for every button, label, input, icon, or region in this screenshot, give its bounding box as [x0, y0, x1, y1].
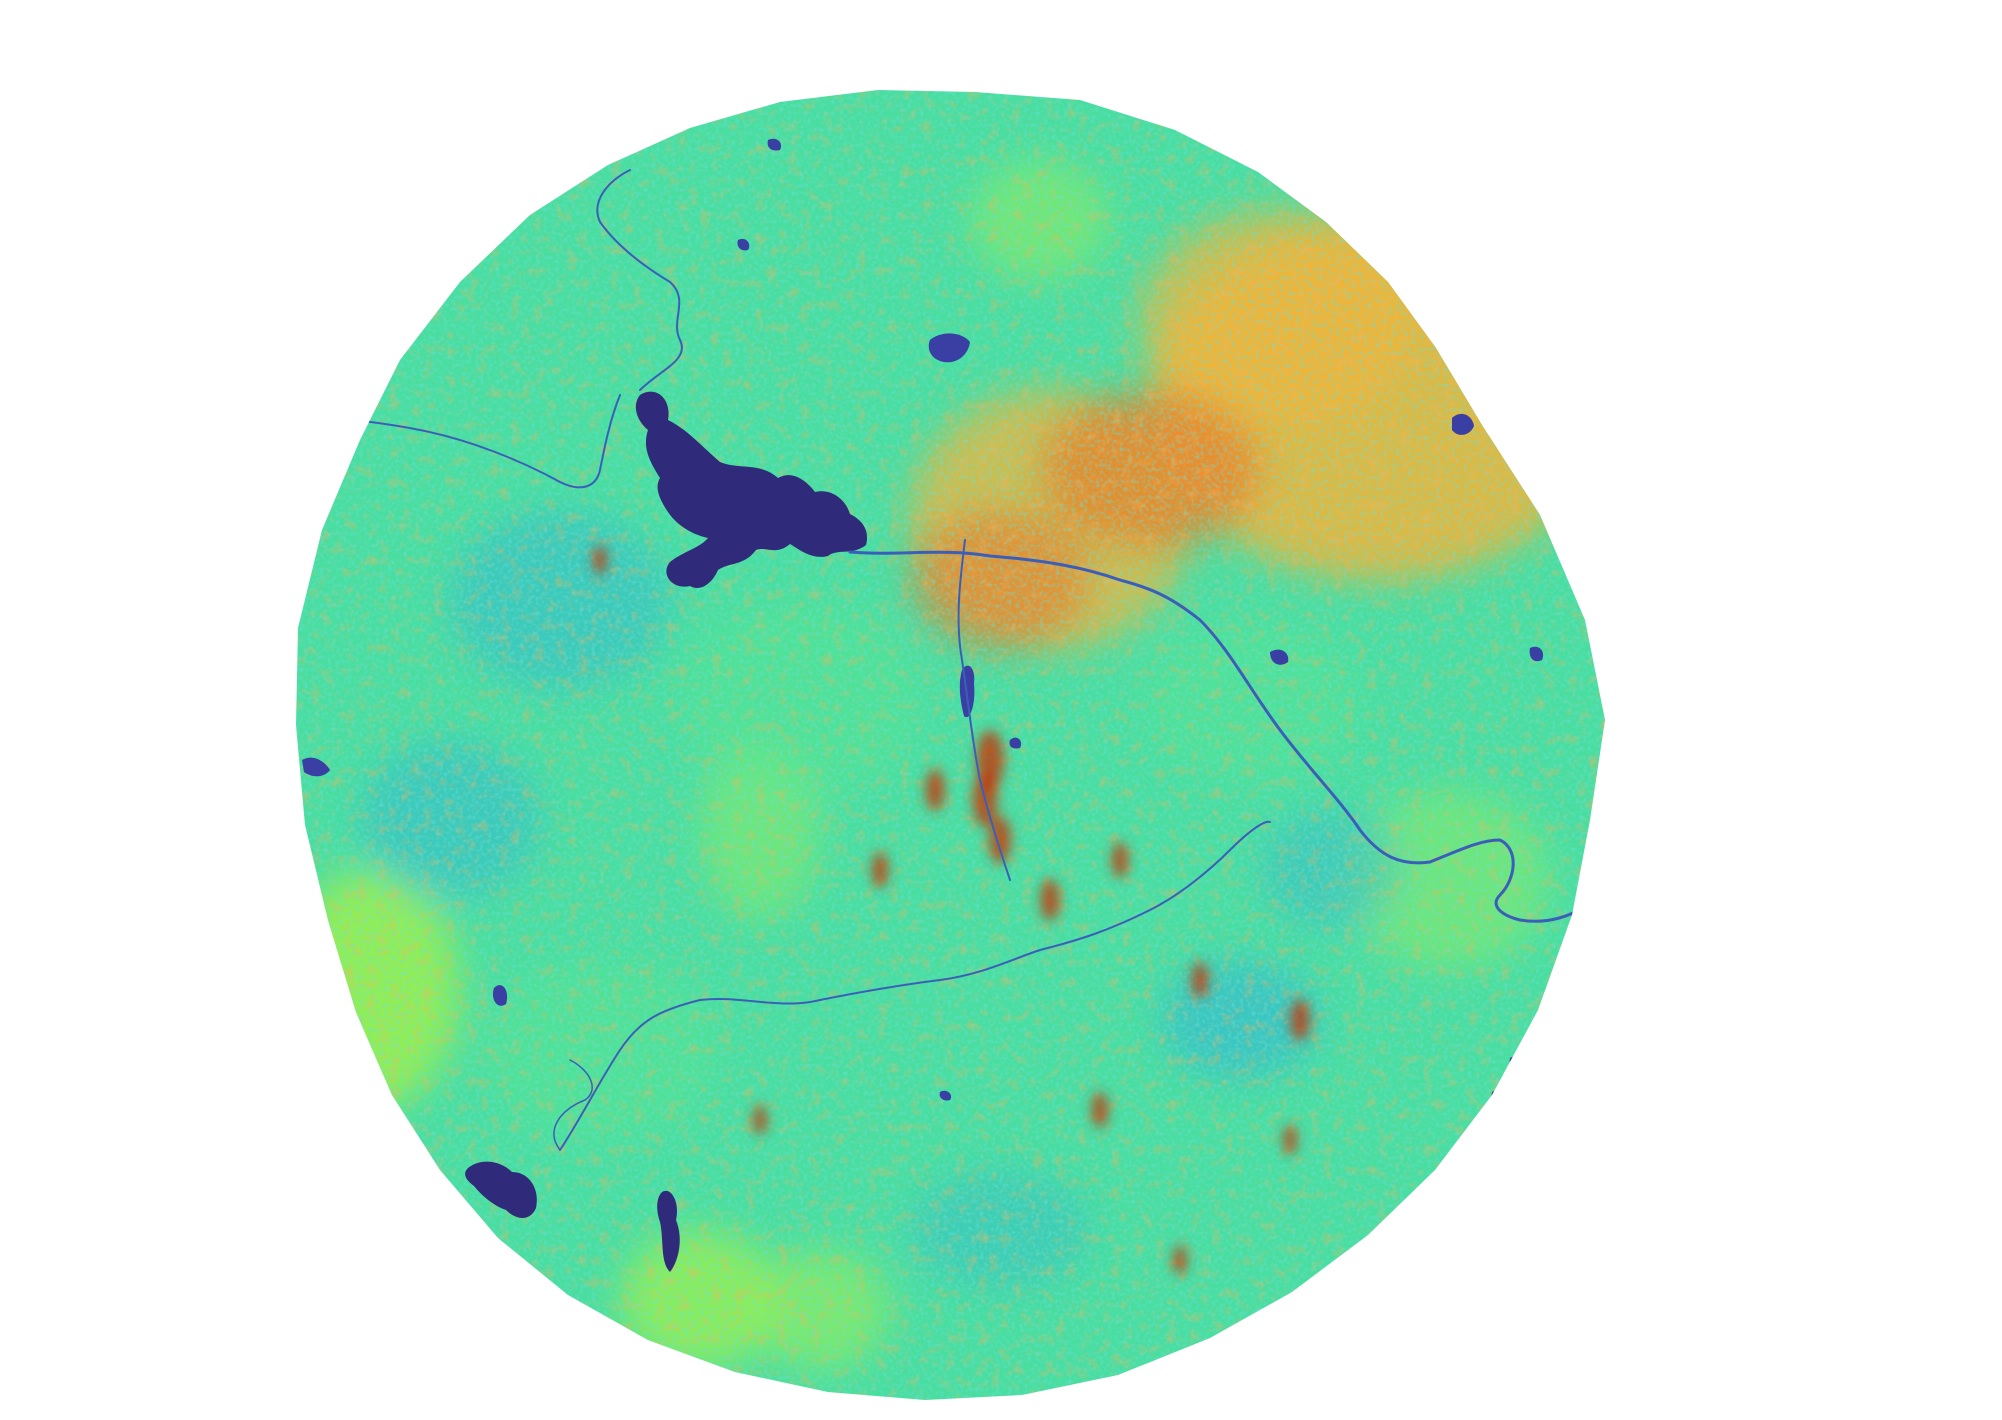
water-body [939, 1090, 952, 1101]
water-body [657, 1190, 680, 1272]
water-body [1491, 1089, 1509, 1108]
river [559, 820, 1271, 1151]
river [354, 394, 621, 489]
hotspot [1173, 1245, 1187, 1275]
hotspot [871, 852, 889, 888]
water-body [302, 757, 330, 777]
water-body [635, 391, 868, 589]
water-body [465, 1161, 537, 1218]
river [596, 169, 683, 391]
water-body [737, 238, 750, 251]
hotspot [1393, 1235, 1407, 1265]
water-body [767, 138, 782, 151]
hotspot [1283, 1125, 1297, 1155]
river [848, 550, 1592, 923]
hotspot [1290, 999, 1310, 1041]
water-body [1270, 649, 1289, 665]
hotspot-layer [593, 545, 1407, 1275]
water-body [1509, 1055, 1527, 1074]
hotspot [1091, 1092, 1109, 1128]
hotspot [925, 769, 945, 811]
water-body [1009, 737, 1022, 749]
hotspot [753, 1105, 767, 1135]
hotspot [1191, 962, 1209, 998]
hotspot [1111, 842, 1129, 878]
river [957, 539, 1011, 881]
water-body [928, 333, 970, 363]
hotspot [1040, 879, 1060, 921]
water-body [1452, 413, 1474, 435]
water-body [492, 985, 508, 1006]
river [553, 1059, 593, 1151]
water-body [1529, 646, 1544, 662]
hotspot [593, 545, 607, 575]
